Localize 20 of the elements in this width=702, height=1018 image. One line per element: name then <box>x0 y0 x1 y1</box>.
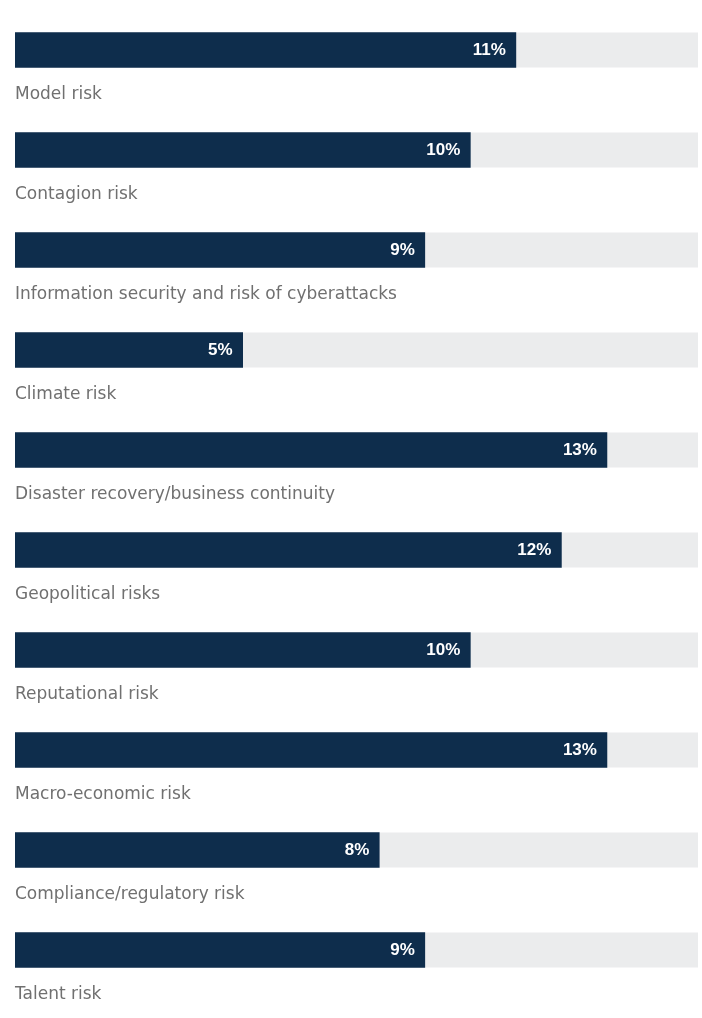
data-label: 10% <box>426 639 461 659</box>
y-tick-label: Macro-economic risk <box>15 782 191 803</box>
y-tick-label: Climate risk <box>15 382 117 403</box>
data-label: 9% <box>390 939 415 959</box>
y-tick-label: Geopolitical risks <box>15 582 161 603</box>
y-tick-label: Reputational risk <box>15 682 159 703</box>
data-label: 8% <box>344 839 370 859</box>
y-tick-label: Information security and risk of cyberattacks <box>15 282 398 303</box>
y-tick-label: Disaster recovery/business continuity <box>15 482 335 503</box>
y-tick-label: Talent risk <box>14 982 102 1003</box>
y-tick-label: Model risk <box>15 82 103 103</box>
data-label: 13% <box>562 439 597 459</box>
data-label: 5% <box>208 339 233 359</box>
data-label: 12% <box>517 539 552 559</box>
data-label: 10% <box>426 139 461 159</box>
data-label: 11% <box>472 39 506 59</box>
y-tick-label: Contagion risk <box>15 182 138 203</box>
data-label: 13% <box>562 739 597 759</box>
y-tick-label: Compliance/regulatory risk <box>15 882 245 903</box>
data-label: 9% <box>390 239 415 259</box>
